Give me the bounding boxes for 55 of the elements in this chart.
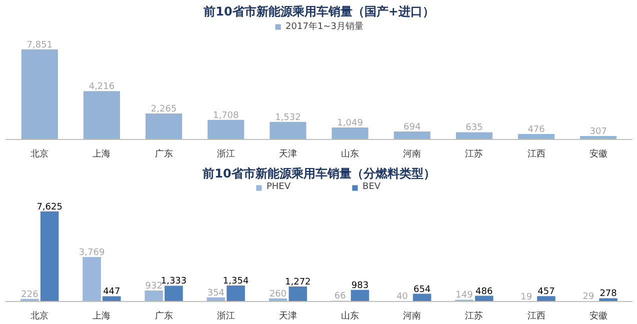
data-label: 278	[600, 289, 618, 300]
x-tick-label: 江苏	[465, 310, 484, 322]
data-label: 1,532	[275, 112, 301, 123]
data-label: 7,625	[36, 202, 62, 212]
data-label: 635	[466, 123, 483, 134]
data-label: 149	[456, 290, 474, 301]
data-label: 1,049	[337, 118, 364, 128]
data-label: 1,708	[213, 110, 240, 121]
x-tick-label: 江西	[527, 310, 546, 322]
x-tick-label: 河南	[403, 310, 422, 322]
data-label: 694	[404, 122, 421, 133]
data-label: 354	[207, 288, 225, 298]
data-label: 1,272	[285, 277, 311, 288]
x-tick-label: 浙江	[216, 148, 235, 160]
data-label: 476	[528, 125, 546, 136]
x-tick-label: 天津	[278, 310, 297, 322]
data-label: 19	[520, 292, 532, 302]
data-label: 29	[582, 292, 594, 302]
x-tick-label: 山东	[341, 148, 360, 160]
chart-title: 前10省市新能源乘用车销量（国产+进口）	[202, 4, 434, 18]
x-tick-label: 浙江	[216, 310, 235, 322]
x-tick-label: 安徽	[589, 148, 608, 160]
x-tick-label: 安徽	[589, 310, 608, 322]
data-label: 654	[413, 284, 431, 295]
data-label: 226	[21, 290, 39, 300]
x-tick-label: 山东	[341, 310, 360, 322]
data-label: 66	[334, 292, 346, 302]
data-label: 447	[103, 287, 120, 298]
data-label: 3,769	[78, 248, 105, 258]
x-tick-label: 上海	[92, 148, 111, 160]
data-label: 307	[590, 126, 607, 137]
data-label: 40	[396, 292, 408, 302]
data-label: 932	[145, 281, 162, 292]
x-tick-label: 上海	[92, 310, 111, 322]
data-label: 1,354	[222, 276, 249, 286]
legend-label: PHEV	[266, 182, 291, 192]
x-tick-label: 北京	[30, 148, 49, 160]
x-tick-label: 天津	[278, 148, 297, 160]
x-tick-label: 广东	[154, 148, 173, 160]
data-label: 260	[269, 289, 287, 300]
data-label: 2,265	[150, 104, 177, 114]
x-tick-label: 广东	[154, 310, 173, 322]
legend-label: BEV	[362, 182, 382, 192]
x-tick-label: 河南	[403, 148, 422, 160]
data-label: 1,333	[160, 276, 187, 287]
data-label: 486	[476, 286, 493, 297]
x-tick-label: 江西	[527, 148, 546, 160]
data-label: 7,851	[26, 40, 53, 50]
data-label: 983	[351, 280, 369, 291]
chart-title: 前10省市新能源乘用车销量（分燃料类型）	[202, 166, 436, 180]
x-tick-label: 北京	[30, 310, 49, 322]
data-label: 4,216	[88, 82, 115, 92]
legend-label: 2017年1~3月销量	[286, 20, 364, 33]
data-label: 457	[538, 287, 555, 298]
x-tick-label: 江苏	[465, 148, 484, 160]
